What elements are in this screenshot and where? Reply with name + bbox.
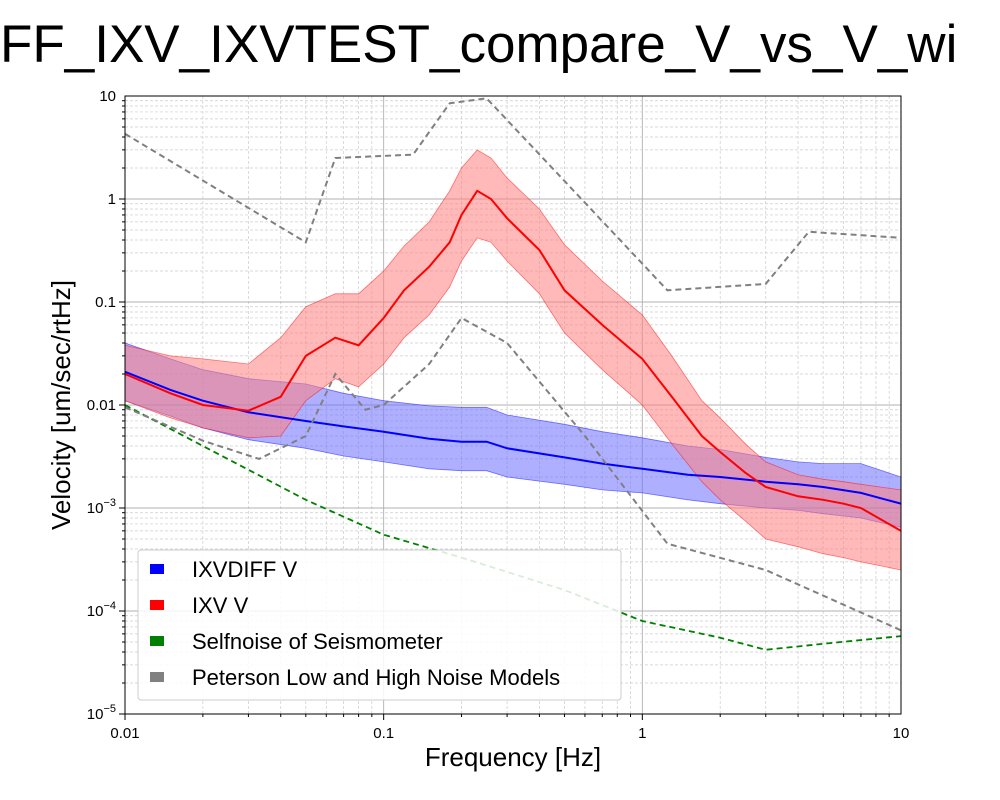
y-axis-label: Velocity [um/sec/rtHz] — [46, 280, 76, 530]
x-tick-label: 0.1 — [373, 725, 394, 742]
series-0-line — [125, 370, 901, 505]
legend-label-0: IXVDIFF V — [192, 557, 297, 582]
y-tick-label: 10−3 — [87, 497, 116, 517]
y-tick-label: 0.01 — [87, 397, 116, 414]
series-3-line-0 — [125, 97, 901, 292]
x-tick-label: 0.01 — [110, 725, 139, 742]
band-1 — [125, 149, 901, 571]
y-tick-label: 10−4 — [87, 600, 116, 620]
ticks: 0.01 0.1 1 10 10−5 10−4 10−3 0.01 0.1 1 10 — [87, 88, 910, 742]
legend-swatch-2 — [150, 636, 164, 646]
y-tick-label: 0.1 — [95, 294, 116, 311]
x-axis-label: Frequency [Hz] — [425, 742, 601, 772]
legend-swatch-1 — [150, 600, 164, 610]
legend-swatch-3 — [150, 672, 164, 682]
series-layer — [125, 97, 901, 651]
series-1-line — [125, 189, 901, 532]
legend-label-2: Selfnoise of Seismometer — [192, 629, 443, 654]
chart-title: FF_IXV_IXVTEST_compare_V_vs_V_wi — [0, 15, 957, 74]
legend: IXVDIFF V IXV V Selfnoise of Seismometer Pe… — [137, 549, 622, 701]
series-3-line-1 — [125, 316, 901, 632]
legend-label-1: IXV V — [192, 593, 249, 618]
x-tick-label: 1 — [638, 725, 646, 742]
y-tick-label: 10 — [99, 88, 116, 105]
y-tick-label: 10−5 — [87, 703, 116, 723]
legend-swatch-0 — [150, 564, 164, 574]
y-tick-label: 1 — [108, 191, 116, 208]
series-2-line — [125, 404, 901, 651]
x-tick-label: 10 — [893, 725, 910, 742]
legend-box — [137, 549, 622, 701]
legend-label-3: Peterson Low and High Noise Models — [192, 665, 560, 690]
